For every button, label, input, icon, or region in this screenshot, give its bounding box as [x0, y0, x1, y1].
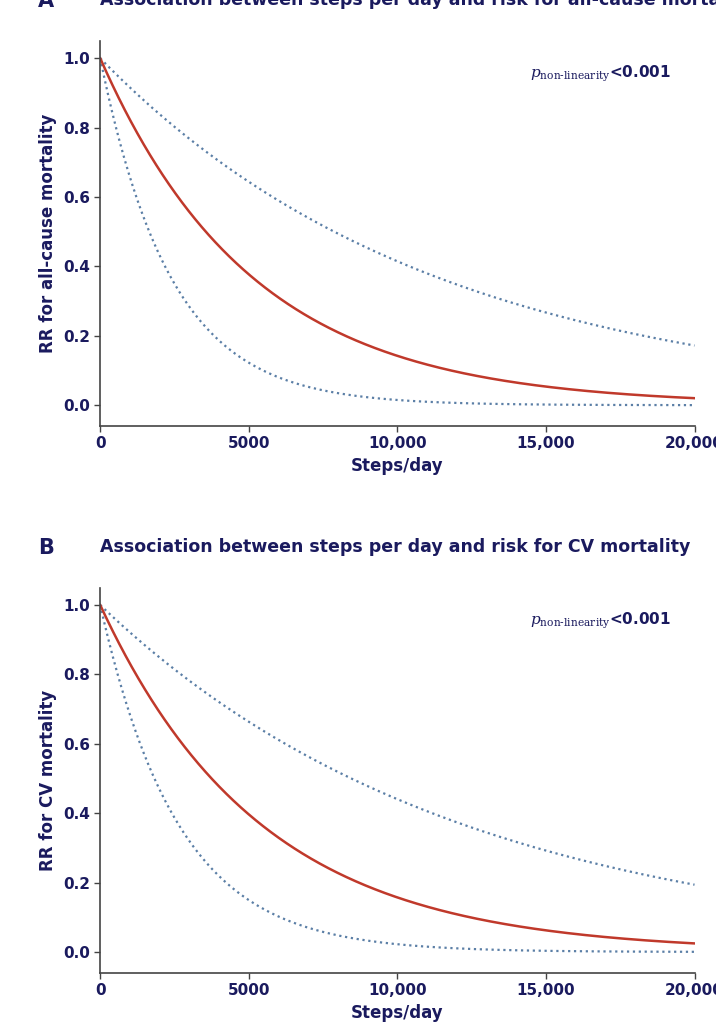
- X-axis label: Steps/day: Steps/day: [351, 1004, 444, 1022]
- Text: $p_{\rm non\text{-}linearity}$<0.001: $p_{\rm non\text{-}linearity}$<0.001: [530, 611, 671, 631]
- Text: Association between steps per day and risk for CV mortality: Association between steps per day and ri…: [100, 538, 691, 556]
- Text: $p_{\rm non\text{-}linearity}$<0.001: $p_{\rm non\text{-}linearity}$<0.001: [530, 65, 671, 84]
- Text: Association between steps per day and risk for all-cause mortality: Association between steps per day and ri…: [100, 0, 716, 9]
- Text: A: A: [38, 0, 54, 11]
- Y-axis label: RR for all-cause mortality: RR for all-cause mortality: [39, 114, 57, 353]
- X-axis label: Steps/day: Steps/day: [351, 457, 444, 475]
- Y-axis label: RR for CV mortality: RR for CV mortality: [39, 689, 57, 870]
- Text: B: B: [38, 538, 54, 558]
